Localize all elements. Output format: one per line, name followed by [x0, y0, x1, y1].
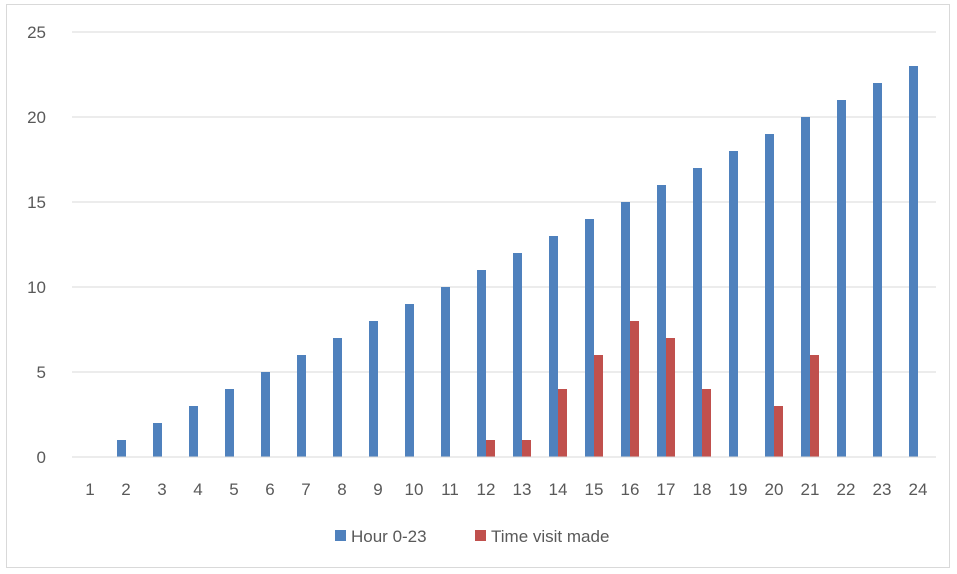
bar-visit-15 — [594, 355, 603, 457]
y-tick-label: 20 — [27, 108, 46, 127]
x-tick-label: 4 — [193, 480, 202, 499]
y-tick-label: 25 — [27, 23, 46, 42]
bar-visit-14 — [558, 389, 567, 457]
bar-visit-20 — [774, 406, 783, 457]
legend-label-visit: Time visit made — [491, 527, 609, 546]
x-tick-label: 6 — [265, 480, 274, 499]
bar-hour-6 — [261, 372, 270, 457]
bar-hour-4 — [189, 406, 198, 457]
legend: Hour 0-23 Time visit made — [335, 527, 609, 546]
bar-hour-16 — [621, 202, 630, 457]
y-tick-label: 15 — [27, 193, 46, 212]
x-tick-label: 11 — [441, 480, 459, 499]
bar-hour-20 — [765, 134, 774, 457]
bar-hour-8 — [333, 338, 342, 457]
x-tick-label: 12 — [477, 480, 496, 499]
x-tick-label: 19 — [729, 480, 748, 499]
x-tick-label: 5 — [229, 480, 238, 499]
bar-hour-10 — [405, 304, 414, 457]
bar-visit-16 — [630, 321, 639, 457]
bar-visit-17 — [666, 338, 675, 457]
y-axis: 0 5 10 15 20 25 — [27, 23, 46, 467]
x-tick-label: 24 — [909, 480, 928, 499]
bar-hour-2 — [117, 440, 126, 457]
bar-hour-12 — [477, 270, 486, 457]
x-tick-label: 2 — [121, 480, 130, 499]
bar-hour-5 — [225, 389, 234, 457]
bar-hour-18 — [693, 168, 702, 457]
x-tick-label: 13 — [513, 480, 532, 499]
bar-hour-3 — [153, 423, 162, 457]
x-axis: 1 2 3 4 5 6 7 8 9 10 11 12 13 14 15 16 17 18 19 20 21 22 23 24 — [72, 456, 936, 499]
x-tick-label: 23 — [873, 480, 892, 499]
x-tick-label: 14 — [549, 480, 568, 499]
x-tick-label: 7 — [301, 480, 310, 499]
x-tick-label: 17 — [657, 480, 676, 499]
bar-visit-18 — [702, 389, 711, 457]
bar-hour-21 — [801, 117, 810, 457]
x-tick-label: 10 — [405, 480, 424, 499]
x-tick-label: 22 — [837, 480, 856, 499]
bar-hour-15 — [585, 219, 594, 457]
y-tick-label: 10 — [27, 278, 46, 297]
bar-hour-11 — [441, 287, 450, 457]
bar-hour-14 — [549, 236, 558, 457]
x-tick-label: 8 — [337, 480, 346, 499]
bar-hour-22 — [837, 100, 846, 457]
legend-label-hour: Hour 0-23 — [351, 527, 427, 546]
x-tick-label: 16 — [621, 480, 640, 499]
x-tick-label: 9 — [373, 480, 382, 499]
x-tick-label: 1 — [85, 480, 94, 499]
y-tick-label: 5 — [37, 363, 46, 382]
bar-hour-13 — [513, 253, 522, 457]
x-tick-label: 21 — [801, 480, 820, 499]
bar-visit-12 — [486, 440, 495, 457]
x-tick-label: 3 — [157, 480, 166, 499]
legend-swatch-visit — [475, 530, 486, 541]
x-tick-label: 18 — [693, 480, 712, 499]
bar-hour-17 — [657, 185, 666, 457]
x-tick-label: 15 — [585, 480, 604, 499]
bar-visit-21 — [810, 355, 819, 457]
legend-swatch-hour — [335, 530, 346, 541]
x-tick-label: 20 — [765, 480, 784, 499]
bar-hour-9 — [369, 321, 378, 457]
bar-hour-23 — [873, 83, 882, 457]
bar-hour-19 — [729, 151, 738, 457]
bar-hour-24 — [909, 66, 918, 457]
bars — [117, 66, 918, 457]
y-tick-label: 0 — [37, 448, 46, 467]
bar-visit-13 — [522, 440, 531, 457]
bar-hour-7 — [297, 355, 306, 457]
